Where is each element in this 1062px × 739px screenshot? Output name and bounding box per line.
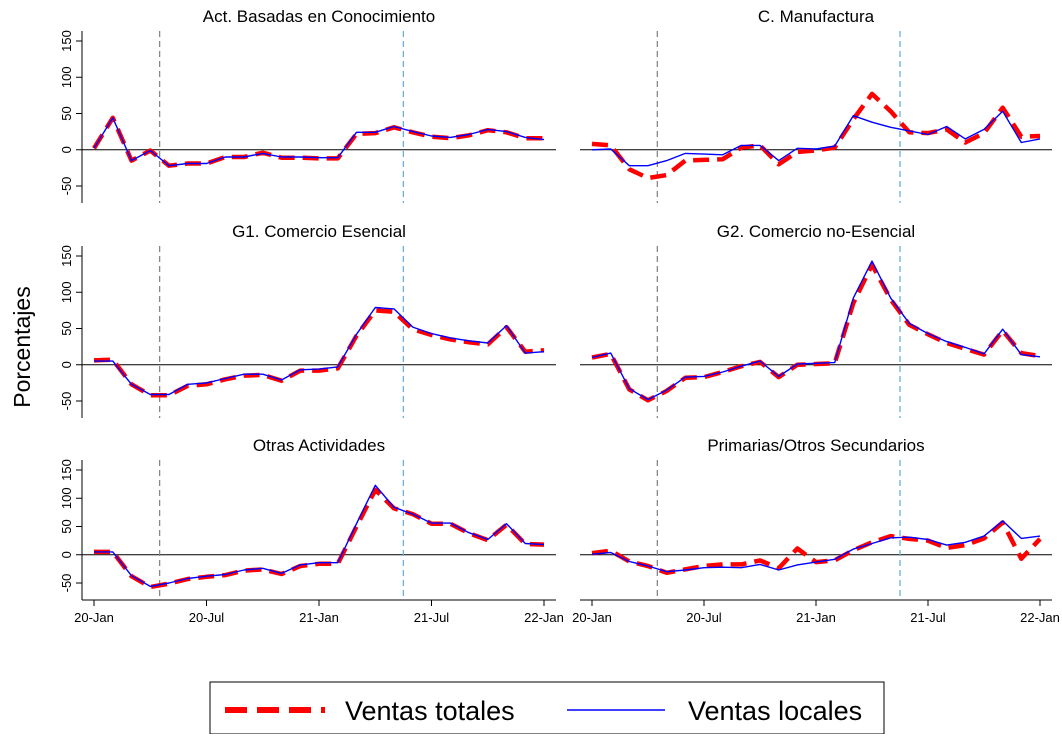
panel-3: G1. Comercio Esencial -50 0 50 100 150 [59,222,556,418]
legend-label: Ventas locales [688,696,862,726]
y-tick-label: -50 [59,574,74,593]
y-tick-label: 100 [59,487,74,509]
y-tick-label: 50 [59,106,74,120]
series-line-ventas-locales [94,306,545,396]
panel-title: Otras Actividades [253,436,385,455]
y-tick-label: -50 [59,177,74,196]
panel-title: G1. Comercio Esencial [232,222,406,241]
panel-title: Primarias/Otros Secundarios [707,436,924,455]
y-tick-label: 50 [59,519,74,533]
series-line-ventas-locales [591,260,1041,401]
panel-title: Act. Basadas en Conocimiento [203,7,435,26]
panel-title: G2. Comercio no-Esencial [717,222,915,241]
x-tick-label: 21-Jul [910,610,946,625]
panel-4: G2. Comercio no-Esencial [580,222,1052,418]
panel-6: Primarias/Otros Secundarios 20-Jan 20-Jul 2… [572,436,1060,625]
x-tick-label: 22-Jan [524,610,564,625]
x-tick-label: 20-Jul [686,610,722,625]
y-tick-label: 150 [59,459,74,481]
x-tick-label: 21-Jan [796,610,836,625]
legend: Ventas totales Ventas locales [209,681,885,735]
x-tick-label: 21-Jan [299,610,339,625]
series-line-ventas-totales [591,91,1041,181]
legend-label: Ventas totales [345,696,515,726]
y-tick-label: 0 [59,551,74,558]
x-tick-label: 20-Jan [572,610,612,625]
panel-1: Act. Basadas en Conocimiento -50 0 50 100 150 [59,7,556,203]
y-tick-label: 50 [59,321,74,335]
series-line-ventas-locales [591,520,1041,573]
x-tick-label: 20-Jan [74,610,114,625]
x-tick-label: 21-Jul [414,610,450,625]
series-line-ventas-totales [94,487,545,590]
panel-2: C. Manufactura [580,7,1052,203]
series-line-ventas-totales [93,308,545,398]
y-tick-label: 0 [59,361,74,368]
y-tick-label: 150 [59,245,74,267]
y-tick-label: 100 [59,66,74,88]
series-line-ventas-locales [591,110,1041,167]
y-axis-title: Porcentajes [9,286,35,407]
panel-5: Otras Actividades -50 0 50 100 150 20-Jan 20-Ju… [59,436,564,625]
panel-title: C. Manufactura [758,7,875,26]
y-tick-label: 100 [59,281,74,303]
y-tick-label: -50 [59,392,74,411]
y-tick-label: 0 [59,146,74,153]
series-line-ventas-locales [94,484,545,588]
x-tick-label: 20-Jul [189,610,225,625]
y-tick-label: 150 [59,30,74,52]
x-tick-label: 22-Jan [1020,610,1060,625]
panels-layer: Act. Basadas en Conocimiento -50 0 50 100 150… [59,7,1060,625]
series-line-ventas-locales [93,117,545,167]
